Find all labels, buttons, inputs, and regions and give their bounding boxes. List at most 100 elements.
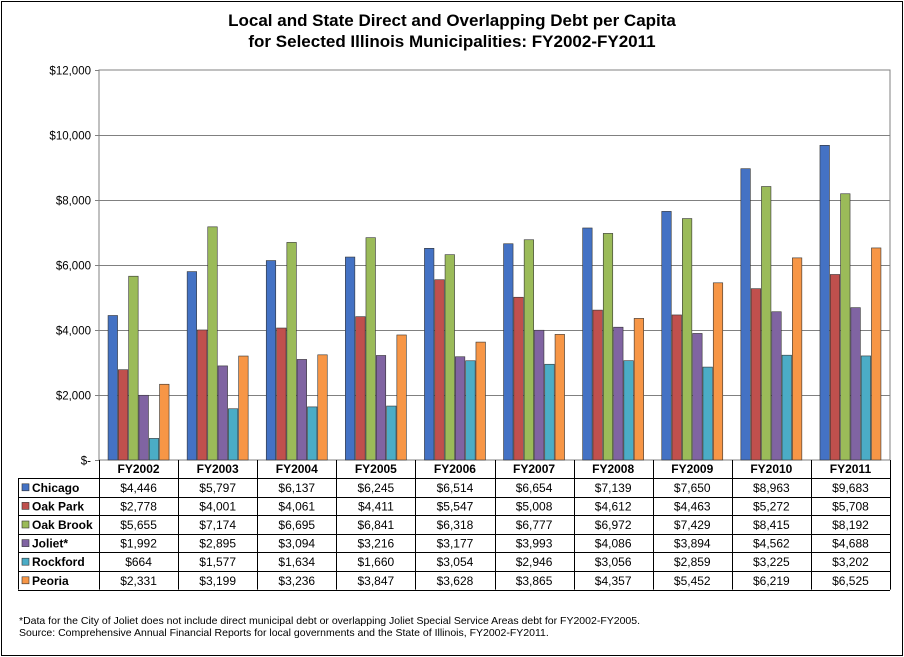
bar <box>276 327 287 461</box>
data-label: $5,452 <box>674 574 711 588</box>
bar <box>582 227 593 461</box>
bar <box>228 408 239 461</box>
bar <box>840 193 851 461</box>
bar <box>554 334 565 461</box>
bar <box>265 260 277 461</box>
data-label: $3,628 <box>437 574 474 588</box>
data-label: $4,446 <box>120 481 157 495</box>
data-label: $3,865 <box>516 574 553 588</box>
data-label: $5,272 <box>753 499 790 513</box>
bar <box>740 168 751 461</box>
data-label: $4,411 <box>358 499 394 513</box>
data-label: $4,086 <box>595 537 632 551</box>
data-label: $6,219 <box>753 574 790 588</box>
legend-label: Chicago <box>32 481 79 495</box>
bar <box>444 254 455 461</box>
bar <box>386 405 397 461</box>
y-tick-label: $- <box>81 456 91 468</box>
data-label: $6,654 <box>516 481 553 495</box>
legend-swatch <box>21 483 30 492</box>
bar <box>829 274 841 461</box>
bar <box>434 279 445 461</box>
data-label: $6,318 <box>437 518 474 532</box>
data-label: $4,688 <box>832 537 869 551</box>
bar <box>771 311 782 461</box>
data-label: $3,177 <box>437 537 474 551</box>
legend-swatch <box>21 520 30 529</box>
bar <box>355 316 366 461</box>
bar <box>671 314 682 461</box>
legend-label: Rockford <box>32 555 85 569</box>
data-label: $6,777 <box>516 518 553 532</box>
bar <box>781 354 792 461</box>
data-label: $5,655 <box>120 518 157 532</box>
data-label: $7,139 <box>595 481 632 495</box>
data-label: $3,054 <box>437 555 474 569</box>
bar <box>375 355 387 461</box>
y-tick-label: $2,000 <box>56 391 91 403</box>
bar <box>661 211 672 461</box>
data-label: $664 <box>125 555 152 569</box>
bar <box>186 271 197 461</box>
bar <box>544 363 555 461</box>
bar <box>217 365 228 461</box>
bar <box>396 334 407 461</box>
data-label: $2,946 <box>516 555 553 569</box>
bar <box>159 383 170 461</box>
x-category-label: FY2004 <box>276 462 318 476</box>
data-label: $4,357 <box>595 574 632 588</box>
data-label: $3,225 <box>753 555 790 569</box>
y-tick-label: $8,000 <box>56 196 91 208</box>
bar <box>118 369 129 461</box>
x-category-label: FY2008 <box>592 462 634 476</box>
y-tick-label: $4,000 <box>56 326 91 338</box>
data-label: $7,429 <box>674 518 711 532</box>
data-label: $7,650 <box>674 481 711 495</box>
bar <box>623 360 634 461</box>
data-label: $3,056 <box>595 555 632 569</box>
data-label: $3,199 <box>199 574 236 588</box>
bar <box>307 406 318 461</box>
chart-notes: *Data for the City of Joliet does not in… <box>19 615 640 639</box>
bar <box>207 226 218 461</box>
data-label: $8,192 <box>832 518 869 532</box>
data-label: $4,463 <box>674 499 711 513</box>
legend-swatch <box>21 539 30 547</box>
data-label: $6,137 <box>278 481 315 495</box>
data-label: $7,174 <box>199 518 236 532</box>
data-label: $2,859 <box>674 555 711 569</box>
x-category-label: FY2007 <box>513 462 555 476</box>
bar <box>138 394 149 461</box>
y-tick-label: $10,000 <box>49 131 91 143</box>
data-label: $2,895 <box>199 537 236 551</box>
legend-label: Joliet* <box>32 537 68 551</box>
bar <box>702 366 713 461</box>
x-category-label: FY2009 <box>671 462 713 476</box>
data-label: $4,562 <box>753 537 790 551</box>
bar <box>819 145 830 461</box>
bar <box>238 355 249 461</box>
bar <box>345 256 356 461</box>
bar <box>792 257 803 461</box>
data-label: $1,577 <box>199 555 236 569</box>
data-label: $6,841 <box>357 518 394 532</box>
bar <box>692 333 703 461</box>
bar <box>860 355 871 461</box>
data-label: $5,708 <box>832 499 869 513</box>
legend-swatch <box>21 576 30 585</box>
footnote: *Data for the City of Joliet does not in… <box>19 615 641 627</box>
data-label: $6,972 <box>595 518 632 532</box>
data-label: $2,778 <box>120 499 157 513</box>
bar <box>148 438 160 461</box>
x-category-label: FY2006 <box>434 462 476 476</box>
bar <box>871 247 882 461</box>
data-label: $3,993 <box>516 537 553 551</box>
bar <box>682 218 693 461</box>
bar <box>197 329 208 461</box>
x-category-label: FY2011 <box>830 462 872 476</box>
chart-title-line-2: for Selected Illinois Municipalities: FY… <box>248 32 656 51</box>
data-label: $1,660 <box>357 555 394 569</box>
data-label: $6,525 <box>832 574 869 588</box>
data-label: $6,695 <box>278 518 315 532</box>
